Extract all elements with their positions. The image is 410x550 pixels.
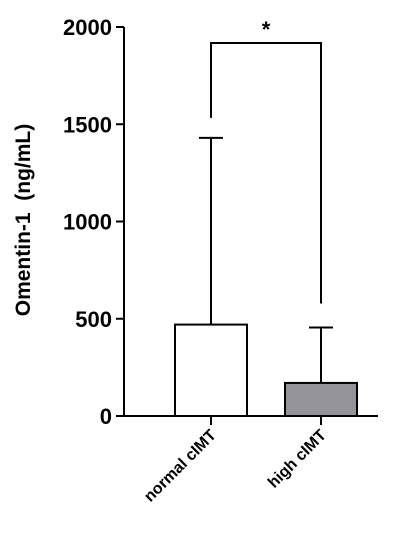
y-tick-label: 500 xyxy=(75,307,112,332)
x-tick-label: normal cIMT xyxy=(141,427,220,506)
y-tick-label: 2000 xyxy=(63,15,112,40)
y-axis-label: Omentin-1 (ng/mL) xyxy=(12,124,35,317)
y-tick-label: 0 xyxy=(100,404,112,429)
bar xyxy=(284,381,358,417)
bar xyxy=(174,323,248,417)
annotation: * xyxy=(262,17,271,42)
x-tick-label: high cIMT xyxy=(265,427,330,492)
y-tick-label: 1000 xyxy=(63,210,112,235)
y-tick-label: 1500 xyxy=(63,112,112,137)
significance-bracket xyxy=(210,42,322,304)
